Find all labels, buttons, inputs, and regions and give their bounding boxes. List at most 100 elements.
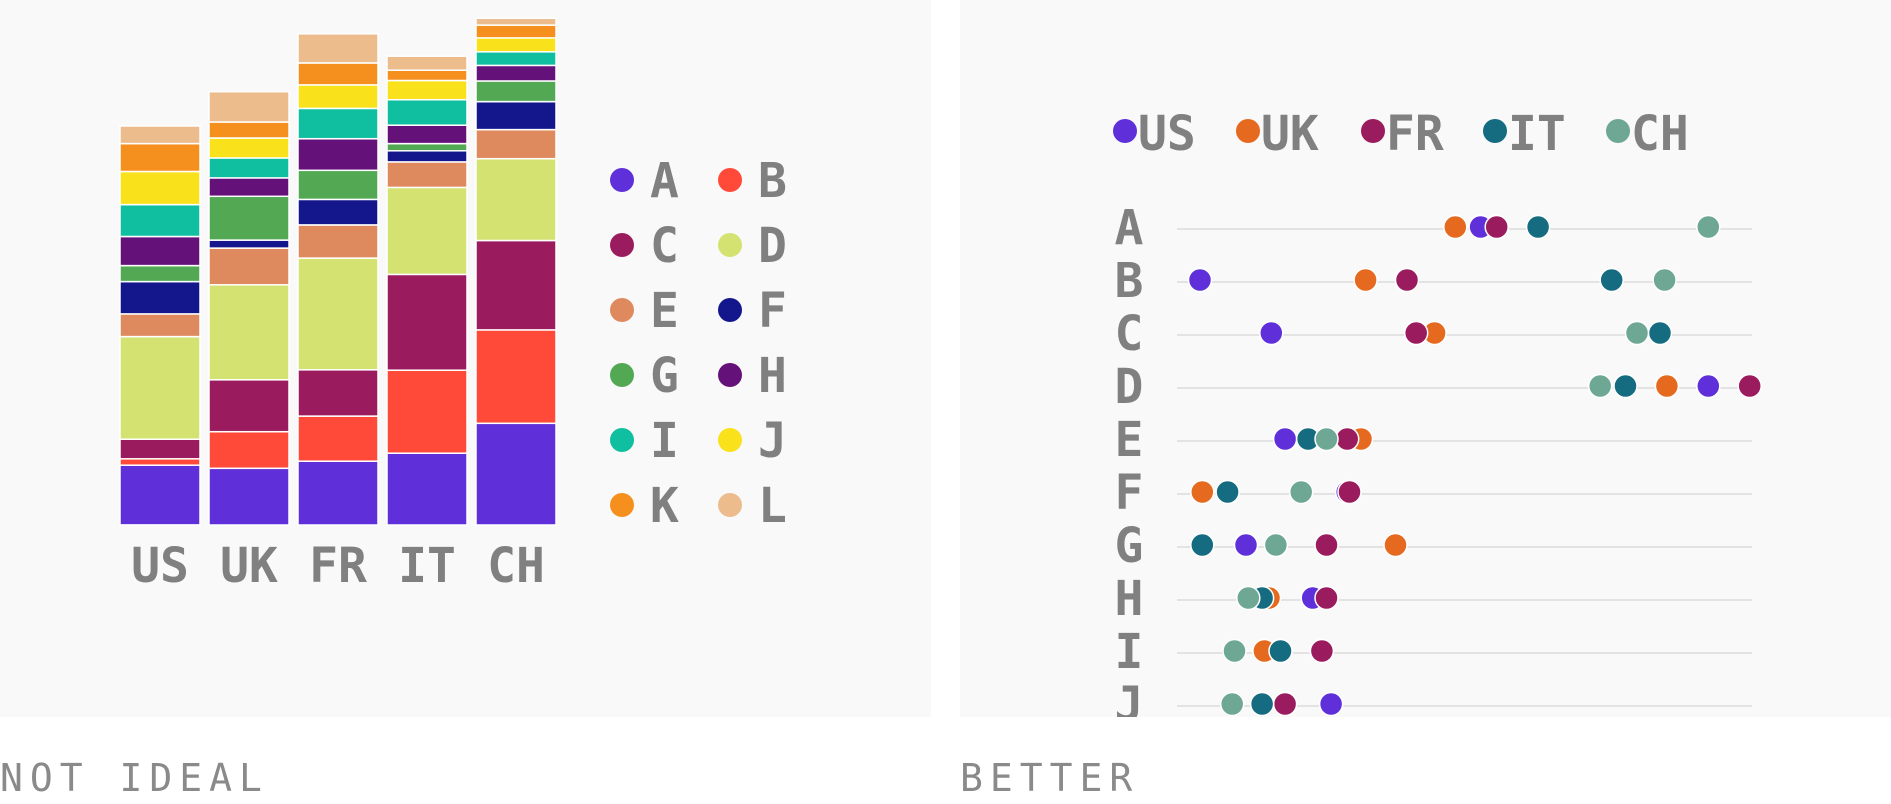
dot-fr-e bbox=[1336, 428, 1359, 451]
y-tick-label: H bbox=[1115, 571, 1144, 627]
bar-segment-it-k bbox=[387, 70, 467, 80]
bar-segment-uk-e bbox=[209, 248, 289, 285]
bar-segment-uk-f bbox=[209, 240, 289, 248]
bar-segment-fr-h bbox=[298, 139, 378, 171]
bar-segment-ch-b bbox=[476, 330, 556, 423]
legend-label: I bbox=[650, 413, 679, 469]
dot-ch-g bbox=[1264, 534, 1287, 557]
legend-label: CH bbox=[1631, 106, 1689, 162]
dot-ch-h bbox=[1237, 587, 1260, 610]
legend-label: H bbox=[758, 348, 787, 404]
legend-label: E bbox=[650, 283, 679, 339]
caption-better: BETTER bbox=[960, 756, 1139, 800]
dot-uk-g bbox=[1384, 534, 1407, 557]
dot-uk-a bbox=[1444, 216, 1467, 239]
bar-segment-us-f bbox=[120, 282, 200, 314]
dot-ch-c bbox=[1626, 322, 1649, 345]
dot-fr-g bbox=[1315, 534, 1338, 557]
x-tick-label: FR bbox=[309, 538, 367, 594]
stacked-bar-panel: USUKFRITCHABCDEFGHIJKL bbox=[0, 0, 931, 717]
dot-fr-d bbox=[1738, 375, 1761, 398]
legend-label: UK bbox=[1261, 106, 1319, 162]
bar-segment-fr-a bbox=[298, 461, 378, 525]
legend-label: K bbox=[650, 478, 679, 534]
bar-segment-uk-l bbox=[209, 92, 289, 122]
bar-segment-us-k bbox=[120, 144, 200, 172]
dot-ch-f bbox=[1290, 481, 1313, 504]
legend-dot-d bbox=[718, 233, 742, 257]
bar-segment-us-d bbox=[120, 337, 200, 440]
bar-segment-ch-l bbox=[476, 18, 556, 25]
dot-ch-e bbox=[1315, 428, 1338, 451]
dot-uk-f bbox=[1191, 481, 1214, 504]
bar-segment-fr-g bbox=[298, 170, 378, 199]
bar-segment-it-f bbox=[387, 151, 467, 162]
dot-us-j bbox=[1320, 693, 1343, 716]
legend-dot-j bbox=[718, 428, 742, 452]
y-tick-label: D bbox=[1115, 359, 1144, 415]
dot-plot-panel: USUKFRITCHABCDEFGHIJ bbox=[960, 0, 1891, 717]
bar-segment-it-c bbox=[387, 274, 467, 370]
x-tick-label: UK bbox=[220, 538, 278, 594]
bar-segment-us-g bbox=[120, 266, 200, 282]
legend-label: F bbox=[758, 283, 787, 339]
x-tick-label: CH bbox=[487, 538, 545, 594]
dot-us-b bbox=[1189, 269, 1212, 292]
bar-segment-uk-a bbox=[209, 468, 289, 525]
legend-dot-c bbox=[610, 233, 634, 257]
legend-dot-e bbox=[610, 298, 634, 322]
dot-fr-b bbox=[1396, 269, 1419, 292]
bar-segment-uk-b bbox=[209, 432, 289, 469]
bar-segment-it-j bbox=[387, 81, 467, 100]
y-tick-label: E bbox=[1115, 412, 1144, 468]
bar-segment-it-e bbox=[387, 162, 467, 188]
x-tick-label: IT bbox=[398, 538, 456, 594]
caption-not-ideal: NOT IDEAL bbox=[0, 756, 269, 800]
legend-dot-h bbox=[718, 363, 742, 387]
bar-segment-uk-d bbox=[209, 285, 289, 380]
bar-segment-ch-j bbox=[476, 38, 556, 52]
bar-segment-fr-f bbox=[298, 199, 378, 225]
legend-dot-g bbox=[610, 363, 634, 387]
bar-segment-fr-d bbox=[298, 258, 378, 370]
bar-segment-it-g bbox=[387, 144, 467, 151]
legend-label: G bbox=[650, 348, 679, 404]
y-tick-label: F bbox=[1115, 465, 1144, 521]
bar-segment-fr-c bbox=[298, 370, 378, 416]
bar-segment-fr-b bbox=[298, 416, 378, 461]
legend-label: D bbox=[758, 218, 787, 274]
y-tick-label: I bbox=[1115, 624, 1144, 680]
legend-label: A bbox=[650, 153, 679, 209]
legend-label: J bbox=[758, 413, 787, 469]
bar-segment-uk-i bbox=[209, 158, 289, 178]
bar-segment-ch-e bbox=[476, 130, 556, 159]
legend-dot-it bbox=[1483, 119, 1507, 143]
bar-segment-fr-l bbox=[298, 34, 378, 63]
bar-segment-us-c bbox=[120, 439, 200, 459]
bar-segment-ch-g bbox=[476, 81, 556, 102]
bar-segment-fr-j bbox=[298, 85, 378, 109]
dot-fr-c bbox=[1405, 322, 1428, 345]
legend-dot-l bbox=[718, 493, 742, 517]
dot-ch-b bbox=[1653, 269, 1676, 292]
dot-fr-a bbox=[1485, 216, 1508, 239]
dot-it-g bbox=[1191, 534, 1214, 557]
dot-fr-f bbox=[1338, 481, 1361, 504]
bar-segment-uk-c bbox=[209, 380, 289, 432]
legend-dot-a bbox=[610, 168, 634, 192]
bar-segment-ch-a bbox=[476, 423, 556, 525]
legend-dot-b bbox=[718, 168, 742, 192]
legend-dot-ch bbox=[1606, 119, 1630, 143]
bar-segment-us-l bbox=[120, 126, 200, 144]
legend-dot-i bbox=[610, 428, 634, 452]
dot-it-b bbox=[1600, 269, 1623, 292]
dot-ch-d bbox=[1589, 375, 1612, 398]
bar-segment-it-a bbox=[387, 453, 467, 525]
bar-segment-us-h bbox=[120, 237, 200, 266]
dot-uk-b bbox=[1354, 269, 1377, 292]
y-tick-label: A bbox=[1115, 200, 1144, 256]
stacked-bar-chart: USUKFRITCHABCDEFGHIJKL bbox=[0, 0, 931, 717]
bar-segment-it-d bbox=[387, 187, 467, 274]
bar-segment-it-i bbox=[387, 100, 467, 126]
x-tick-label: US bbox=[131, 538, 189, 594]
